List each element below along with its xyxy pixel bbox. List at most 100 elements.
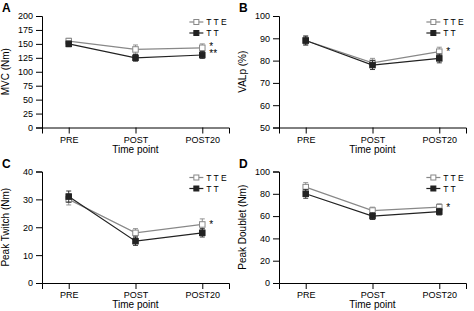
panel: 010203040PREPOSTPOST20Time pointPeak Twi…: [0, 157, 230, 311]
series: [303, 189, 442, 219]
y-tick: 175: [18, 25, 42, 35]
x-tick-mark: [306, 128, 307, 134]
series: [66, 191, 205, 245]
series-line: [69, 199, 203, 232]
annotation: *: [209, 219, 213, 230]
series: [303, 36, 442, 69]
point: [66, 41, 72, 47]
x-tick-label: POST20: [186, 290, 221, 300]
y-axis: 5060708090100: [255, 11, 280, 133]
error-bar: [370, 61, 375, 70]
legend-item: T T E: [189, 17, 227, 27]
y-tick: 70: [260, 78, 279, 88]
point: [437, 56, 443, 62]
x-tick: POST20: [423, 283, 458, 300]
error-bar: [200, 229, 205, 237]
error-bar: [133, 237, 138, 245]
annotation: *: [446, 202, 450, 213]
y-tick: 30: [23, 195, 42, 205]
legend: T T ET T: [189, 17, 227, 38]
x-tick-label: PRE: [60, 290, 79, 300]
y-tick-label: 25: [23, 109, 33, 119]
plot-area: [303, 183, 442, 220]
y-tick-label: 40: [260, 234, 270, 244]
x-tick: POST: [124, 128, 149, 145]
y-tick-label: 80: [260, 56, 270, 66]
x-axis-line: [280, 284, 467, 290]
legend-label: T T: [206, 28, 218, 38]
legend-item: T T E: [189, 173, 227, 183]
y-tick-label: 150: [18, 39, 33, 49]
legend-label: T T E: [206, 173, 227, 183]
point: [133, 47, 139, 53]
legend-label: T T E: [206, 17, 227, 27]
y-tick-label: 0: [28, 123, 33, 133]
x-axis-title: Time point: [349, 144, 396, 155]
y-tick-mark: [36, 30, 42, 31]
x-tick: POST: [361, 128, 386, 145]
x-axis-title: Time point: [349, 299, 396, 310]
y-tick-mark: [36, 114, 42, 115]
x-tick-mark: [136, 128, 137, 134]
error-bar: [66, 41, 71, 47]
series: [303, 36, 442, 67]
x-tick-mark: [202, 128, 203, 134]
legend-swatch-marker: [431, 31, 436, 36]
y-tick: 50: [23, 95, 42, 105]
y-tick: 20: [260, 256, 279, 266]
x-axis-line: [43, 128, 230, 134]
y-tick-label: 200: [18, 11, 33, 21]
x-tick: POST: [124, 283, 149, 300]
y-tick-mark: [273, 128, 279, 129]
y-tick-label: 100: [18, 67, 33, 77]
y-tick-mark: [36, 58, 42, 59]
x-tick-mark: [373, 128, 374, 134]
y-tick-mark: [36, 227, 42, 228]
y-tick-mark: [273, 61, 279, 62]
x-tick-mark: [69, 128, 70, 134]
plot-area: [66, 191, 205, 245]
y-tick: 10: [23, 251, 42, 261]
y-tick-mark: [36, 86, 42, 87]
x-tick-label: POST20: [423, 135, 458, 145]
legend-item: T T: [426, 184, 455, 194]
legend-label: T T E: [443, 173, 464, 183]
y-tick-label: 20: [260, 256, 270, 266]
y-tick-mark: [273, 38, 279, 39]
y-tick-label: 70: [260, 78, 270, 88]
series: [66, 41, 205, 61]
legend-item: T T: [189, 184, 218, 194]
y-tick-mark: [273, 194, 279, 195]
y-tick-label: 10: [23, 251, 33, 261]
legend-item: T T E: [426, 17, 464, 27]
x-tick: PRE: [60, 128, 79, 145]
series: [303, 183, 442, 214]
y-tick: 75: [23, 81, 42, 91]
point: [133, 230, 139, 236]
y-tick: 90: [260, 34, 279, 44]
y-tick: 80: [260, 189, 279, 199]
error-bar: [200, 52, 205, 59]
error-bar: [437, 54, 442, 63]
y-tick-mark: [273, 16, 279, 17]
legend-item: T T: [426, 28, 455, 38]
y-tick-mark: [36, 16, 42, 17]
x-tick-mark: [439, 283, 440, 289]
point: [303, 38, 309, 44]
error-bar: [370, 213, 375, 220]
panel-title: B: [239, 1, 248, 15]
error-bar: [200, 44, 205, 52]
legend-item: T T E: [426, 173, 464, 183]
y-tick: 150: [18, 39, 42, 49]
point: [133, 55, 139, 61]
legend-swatch-marker: [194, 186, 199, 191]
point: [133, 238, 139, 244]
y-tick: 100: [255, 167, 279, 177]
y-tick-label: 0: [265, 278, 270, 288]
y-tick-mark: [273, 261, 279, 262]
panel-title: D: [239, 157, 248, 171]
y-tick-label: 50: [260, 123, 270, 133]
y-axis-line: [273, 17, 280, 129]
y-axis-title: VALp (%): [237, 51, 248, 93]
x-tick: POST20: [186, 128, 221, 145]
